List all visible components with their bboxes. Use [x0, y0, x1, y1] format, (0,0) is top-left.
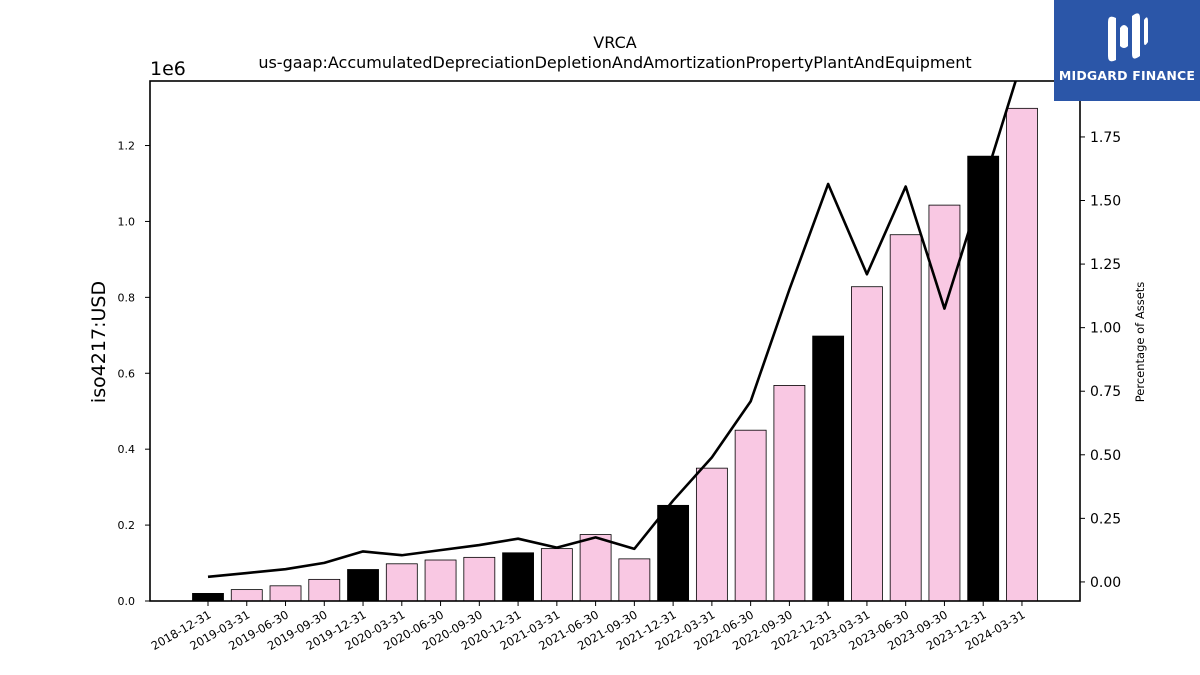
- y-tick-label: 1.0: [118, 215, 136, 228]
- axes-layer: [149, 80, 1081, 602]
- line-layer: [207, 81, 1017, 579]
- chart-subtitle: us-gaap:AccumulatedDepreciationDepletion…: [258, 53, 971, 72]
- bar: [734, 429, 767, 602]
- bar: [579, 534, 612, 602]
- plot-frame: [149, 80, 1081, 602]
- bar: [192, 593, 224, 602]
- x-ticks-layer: 2018-12-312019-03-312019-06-302019-09-30…: [149, 601, 1027, 653]
- bar: [695, 467, 728, 602]
- y2-tick-label: 1.75: [1090, 130, 1121, 146]
- bars-layer: [192, 107, 1038, 602]
- bar: [812, 335, 845, 602]
- chart-title: VRCA: [593, 33, 636, 52]
- bar: [540, 548, 573, 602]
- y2-tick-label: 1.00: [1090, 321, 1121, 337]
- midgard-logo-icon: [1108, 13, 1148, 62]
- y-tick-label: 0.6: [118, 367, 136, 380]
- bar: [1006, 107, 1038, 602]
- y-tick-label: 0.4: [118, 443, 136, 456]
- y2-tick-label: 0.50: [1090, 448, 1121, 464]
- y2-tick-label: 1.25: [1090, 257, 1121, 273]
- midgard-finance-logo: MIDGARD FINANCE: [1054, 0, 1200, 101]
- y2-tick-label: 0.75: [1090, 384, 1121, 400]
- y2-axis-label: Percentage of Assets: [1133, 282, 1147, 403]
- percentage-line: [207, 81, 1017, 579]
- bar: [889, 234, 922, 602]
- y2-tick-label: 0.25: [1090, 511, 1121, 527]
- y2-tick-label: 0.00: [1090, 575, 1121, 591]
- bar: [618, 558, 651, 602]
- bar: [424, 559, 457, 602]
- bar: [347, 569, 379, 602]
- bar: [269, 585, 302, 602]
- bar: [928, 204, 961, 602]
- y-ticks-layer: 0.0 0.2 0.4 0.6 0.8 1.0 1.2: [118, 140, 150, 608]
- y2-tick-label: 1.50: [1090, 194, 1121, 210]
- bar: [502, 552, 534, 602]
- bar: [851, 286, 883, 602]
- y-tick-label: 0.2: [118, 519, 136, 532]
- bar: [657, 504, 690, 602]
- bar: [773, 385, 806, 602]
- bar: [308, 578, 341, 602]
- y-tick-label: 0.8: [118, 291, 136, 304]
- y-tick-label: 0.0: [118, 595, 136, 608]
- y-tick-label: 1.2: [118, 140, 136, 153]
- y-axis-multiplier: 1e6: [150, 58, 186, 80]
- y2-ticks-layer: 0.00 0.25 0.50 0.75 1.00 1.25 1.50 1.75: [1080, 130, 1121, 591]
- bar: [385, 563, 418, 602]
- logo-text: MIDGARD FINANCE: [1058, 68, 1196, 83]
- bar: [967, 155, 1000, 602]
- bar: [230, 589, 263, 602]
- y-axis-label: iso4217:USD: [88, 281, 110, 403]
- bar: [463, 556, 496, 602]
